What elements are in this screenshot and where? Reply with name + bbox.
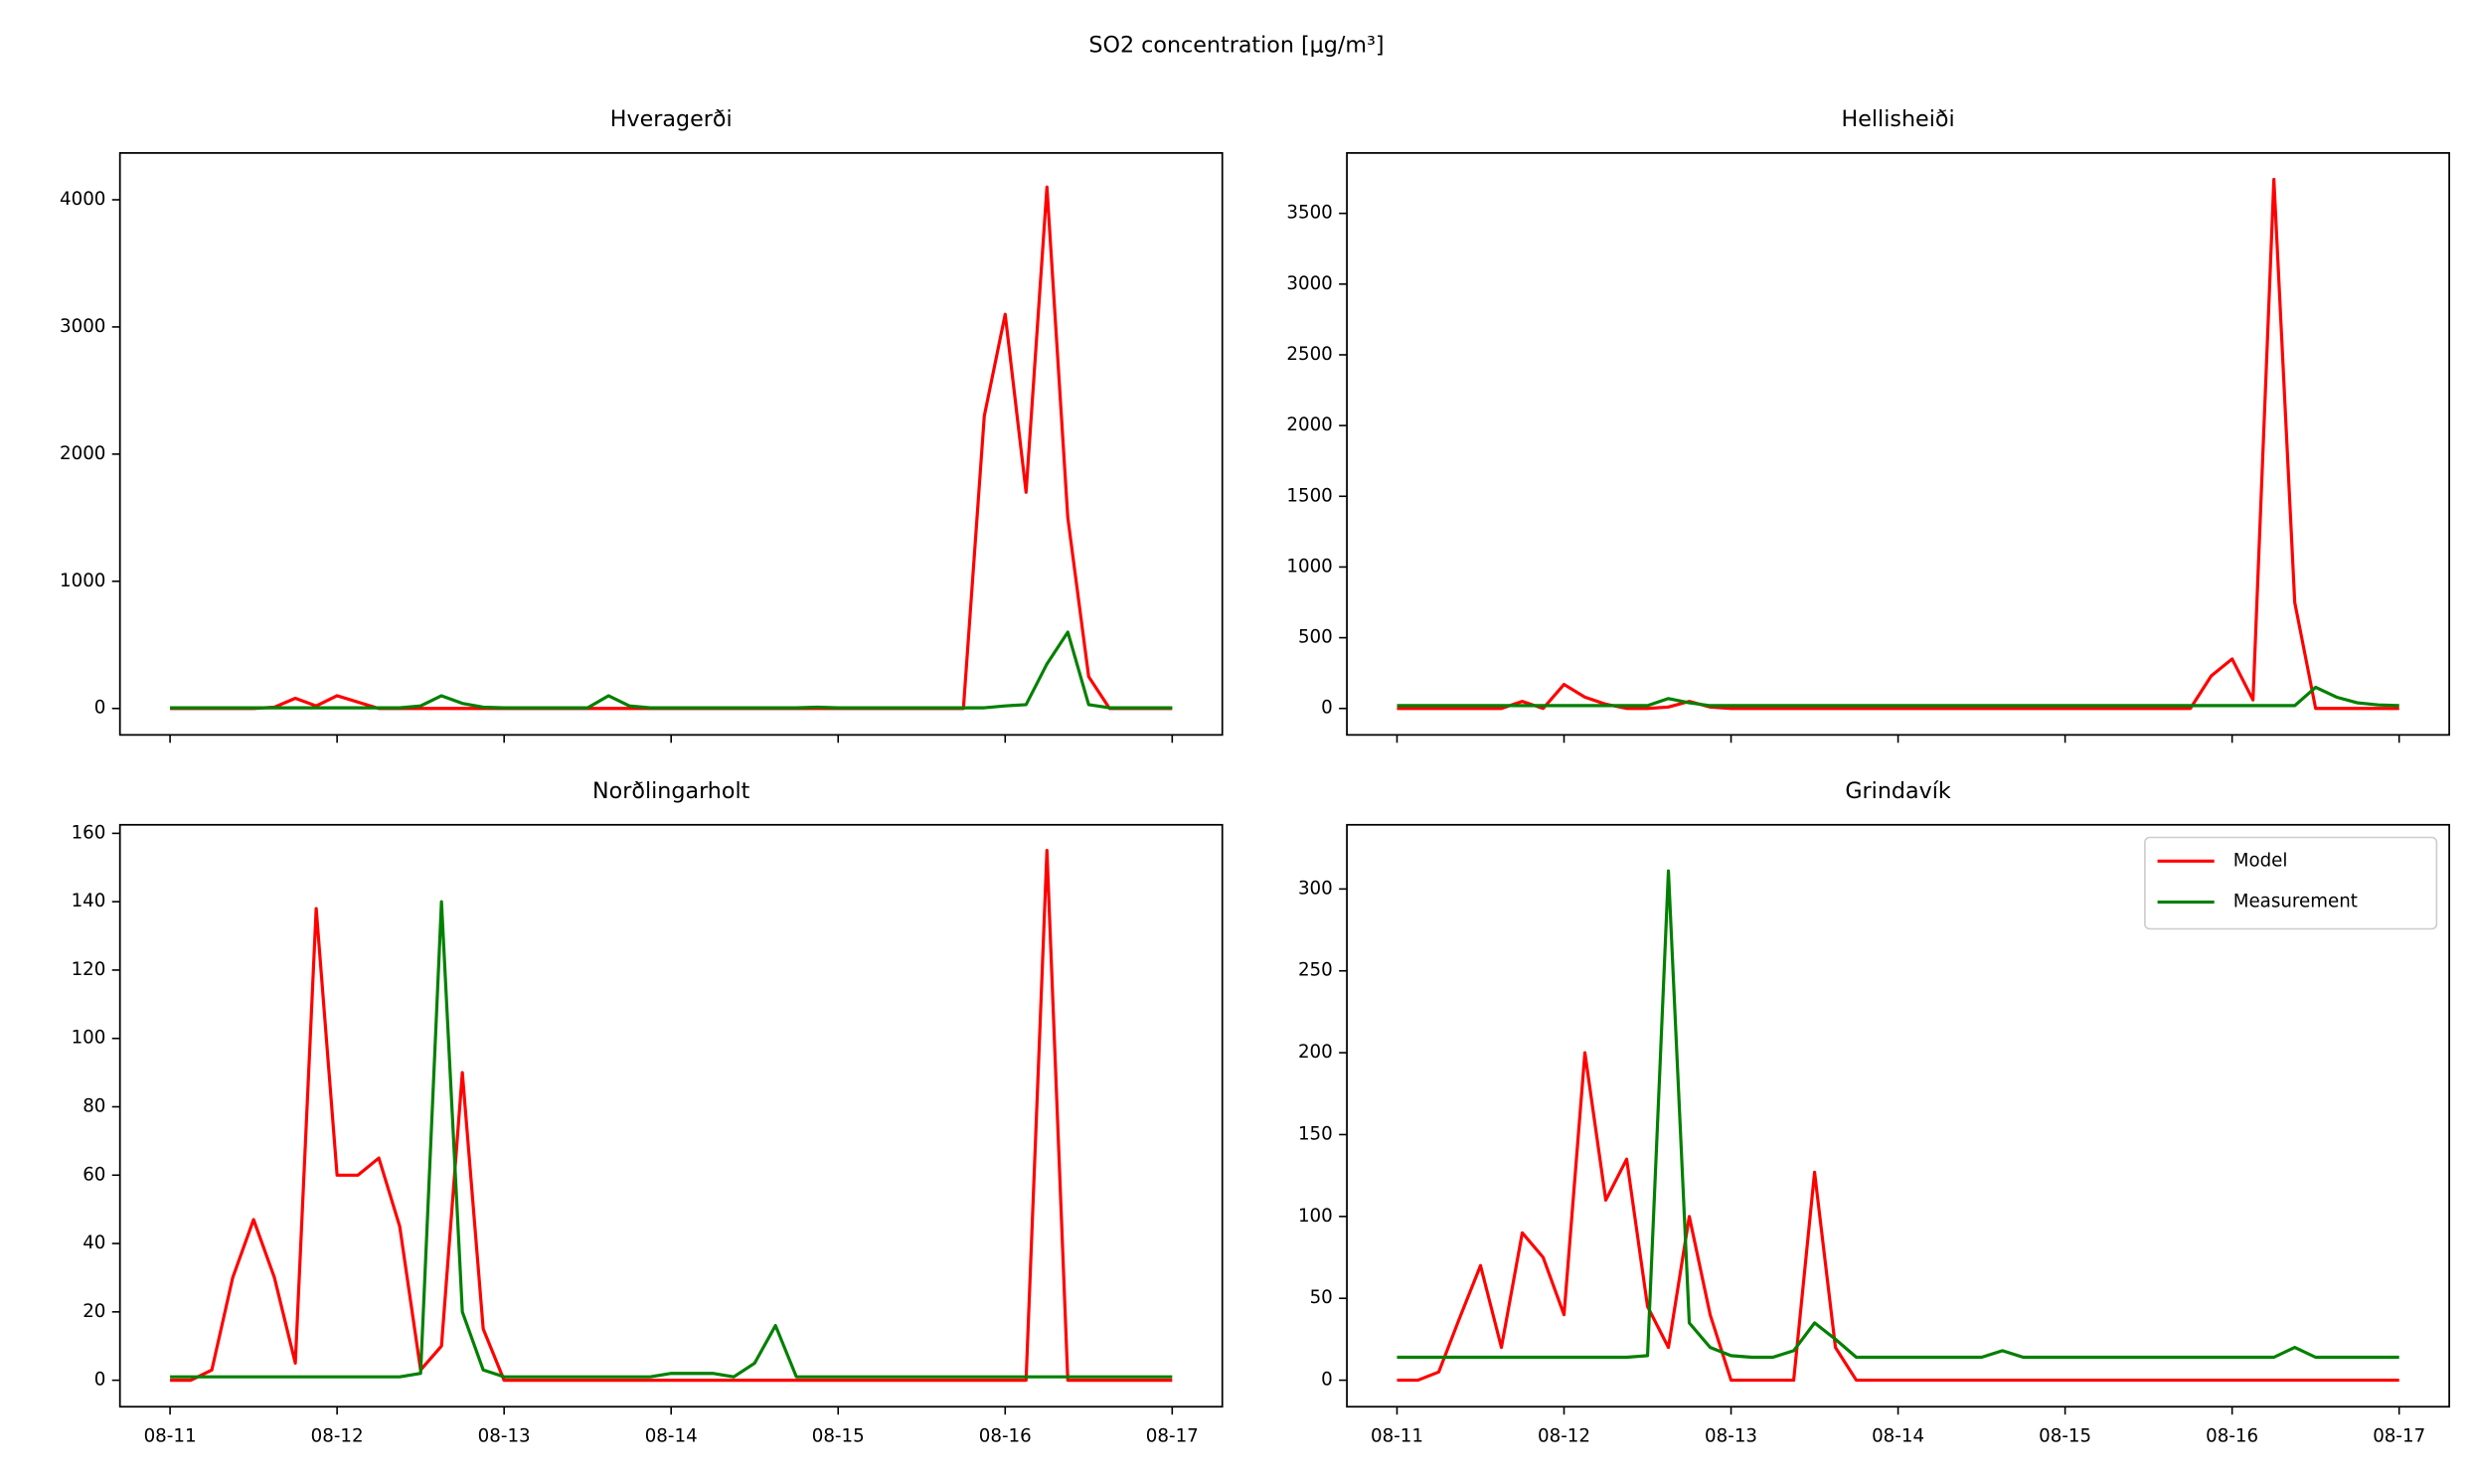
y-tick-label: 40	[82, 1233, 105, 1253]
x-tick-label: 08-15	[812, 1425, 865, 1446]
y-tick-label: 300	[1298, 878, 1333, 899]
y-tick-label: 2000	[1286, 414, 1332, 435]
y-tick-label: 500	[1298, 627, 1333, 648]
y-tick-label: 120	[72, 959, 106, 980]
plot-area	[170, 185, 1173, 711]
data-line	[1397, 869, 2399, 1360]
data-line	[1397, 685, 2399, 708]
y-tick-label: 100	[1298, 1206, 1333, 1227]
x-tick-label: 08-14	[1872, 1425, 1924, 1446]
x-tick-label: 08-12	[311, 1425, 364, 1446]
x-tick-label: 08-17	[1146, 1425, 1199, 1446]
y-tick-label: 140	[72, 891, 106, 911]
subplot-title: Norðlingarholt	[592, 778, 750, 804]
y-tick-label: 1500	[1286, 485, 1332, 506]
data-line	[170, 900, 1173, 1379]
subplot: Hellisheiði 0 500 1000 1500 2000 2500 3000 3500	[1286, 106, 2450, 743]
y-tick-label: 50	[1310, 1287, 1333, 1308]
y-tick-label: 200	[1298, 1042, 1333, 1063]
x-tick-label: 08-14	[645, 1425, 698, 1446]
subplot: Norðlingarholt 0 20 40 60 80 100 120 140 160 08-11…	[72, 778, 1224, 1446]
x-tick-label: 08-16	[2206, 1425, 2258, 1446]
x-tick-label: 08-16	[979, 1425, 1032, 1446]
y-tick-label: 80	[82, 1095, 105, 1116]
x-tick-label: 08-13	[1705, 1425, 1757, 1446]
subplot: Hveragerði 0 1000 2000 3000 4000	[60, 106, 1224, 743]
figure-title: SO2 concentration [μg/m³]	[1088, 33, 1384, 59]
plot-area	[1397, 177, 2399, 711]
y-tick-label: 0	[1321, 698, 1333, 719]
y-tick-label: 0	[94, 698, 106, 719]
x-tick-label: 08-15	[2039, 1425, 2091, 1446]
plot-area	[1397, 869, 2399, 1383]
y-tick-label: 60	[82, 1164, 105, 1185]
data-line	[170, 630, 1173, 710]
y-tick-label: 4000	[60, 189, 105, 210]
data-line	[170, 849, 1173, 1383]
x-tick-label: 08-12	[1538, 1425, 1590, 1446]
x-tick-label: 08-11	[1371, 1425, 1423, 1446]
x-tick-label: 08-11	[144, 1425, 197, 1446]
x-tick-label: 08-13	[478, 1425, 531, 1446]
y-tick-label: 150	[1298, 1123, 1333, 1144]
legend-box	[2144, 836, 2438, 930]
subplot-title: Hellisheiði	[1842, 106, 1955, 132]
y-tick-label: 100	[72, 1028, 106, 1049]
y-tick-label: 160	[72, 822, 106, 843]
y-tick-label: 0	[1321, 1370, 1333, 1391]
x-tick-label: 08-17	[2373, 1425, 2425, 1446]
y-tick-label: 3500	[1286, 203, 1332, 224]
y-tick-label: 1000	[1286, 556, 1332, 577]
subplot-title: Hveragerði	[610, 106, 733, 132]
legend-label: Model	[2233, 850, 2288, 871]
plot-area	[170, 849, 1173, 1383]
data-line	[1397, 1051, 2399, 1383]
subplot-title: Grindavík	[1845, 778, 1951, 804]
y-tick-label: 1000	[60, 571, 105, 591]
y-tick-label: 20	[82, 1301, 105, 1322]
y-tick-label: 3000	[60, 316, 105, 337]
y-tick-label: 250	[1298, 960, 1333, 981]
legend-label: Measurement	[2233, 892, 2358, 912]
subplot: Grindavík 0 50 100 150 200 250 300 08-11 08-12 08-…	[1298, 778, 2450, 1446]
y-tick-label: 2500	[1286, 344, 1332, 365]
y-tick-label: 0	[94, 1370, 106, 1391]
axes-frame	[1346, 152, 2450, 737]
data-line	[1397, 177, 2399, 711]
axes-frame	[118, 152, 1224, 737]
y-tick-label: 2000	[60, 443, 105, 464]
y-tick-label: 3000	[1286, 273, 1332, 294]
